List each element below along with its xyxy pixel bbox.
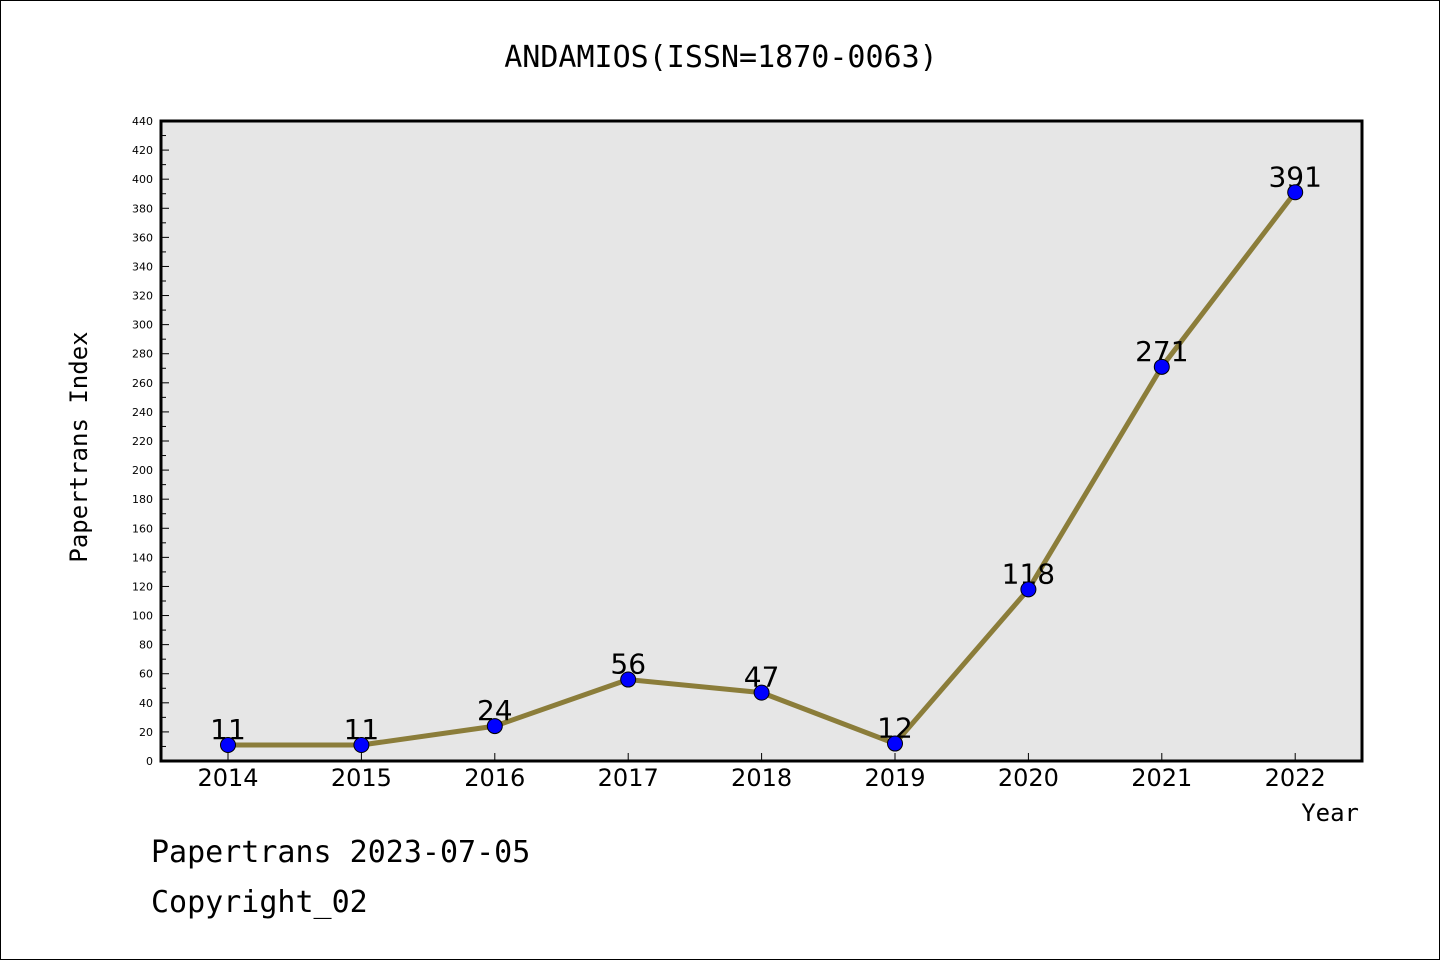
x-tick-label: 2017	[598, 764, 659, 792]
y-axis: 0 20 40 60 80 100 120 140 160 180 200 220 240 260 280 3…	[132, 115, 169, 768]
x-tick-label: 2020	[998, 764, 1059, 792]
y-tick-label: 260	[132, 377, 153, 390]
y-tick-label: 340	[132, 260, 153, 273]
data-point	[353, 737, 370, 753]
footer-copyright: Copyright_02	[151, 885, 368, 920]
y-tick-label: 380	[132, 202, 153, 215]
x-tick-label: 2015	[331, 764, 392, 792]
x-axis: 2014 2015 2016 2017 2018 2019 2020 2021 2022	[197, 753, 1326, 792]
y-tick-label: 320	[132, 290, 153, 303]
y-axis-label: Papertrans Index	[65, 331, 93, 562]
y-tick-label: 0	[146, 755, 153, 768]
y-tick-label: 200	[132, 464, 153, 477]
data-point	[1153, 358, 1170, 375]
y-tick-label: 360	[132, 231, 153, 244]
y-tick-label: 80	[139, 639, 153, 652]
y-tick-label: 160	[132, 522, 153, 535]
data-point	[620, 671, 637, 688]
y-tick-label: 440	[132, 115, 153, 128]
data-point	[1287, 184, 1304, 201]
y-tick-label: 280	[132, 348, 153, 361]
data-point	[220, 737, 236, 753]
y-tick-label: 40	[139, 697, 153, 710]
y-tick-label: 300	[132, 319, 153, 332]
y-tick-label: 100	[132, 610, 153, 623]
data-point	[486, 718, 503, 735]
y-tick-label: 180	[132, 493, 153, 506]
x-tick-label: 2019	[864, 764, 925, 792]
x-tick-label: 2022	[1265, 764, 1326, 792]
chart-title: ANDAMIOS(ISSN=1870-0063)	[504, 40, 937, 75]
y-tick-label: 20	[139, 726, 153, 739]
y-tick-label: 120	[132, 580, 153, 593]
data-point	[1020, 581, 1037, 598]
footer-date: Papertrans 2023-07-05	[151, 835, 531, 870]
x-tick-label: 2021	[1131, 764, 1192, 792]
x-tick-label: 2018	[731, 764, 792, 792]
y-tick-label: 220	[132, 435, 153, 448]
x-axis-label: Year	[1301, 799, 1359, 827]
x-tick-label: 2016	[464, 764, 525, 792]
x-tick-label: 2014	[197, 764, 258, 792]
y-tick-label: 60	[139, 668, 153, 681]
y-tick-label: 140	[132, 551, 153, 564]
y-tick-label: 240	[132, 406, 153, 419]
plot-area	[159, 119, 1364, 763]
data-point	[887, 735, 903, 752]
y-tick-label: 420	[132, 144, 153, 157]
data-point	[753, 684, 770, 701]
y-tick-label: 400	[132, 173, 153, 186]
